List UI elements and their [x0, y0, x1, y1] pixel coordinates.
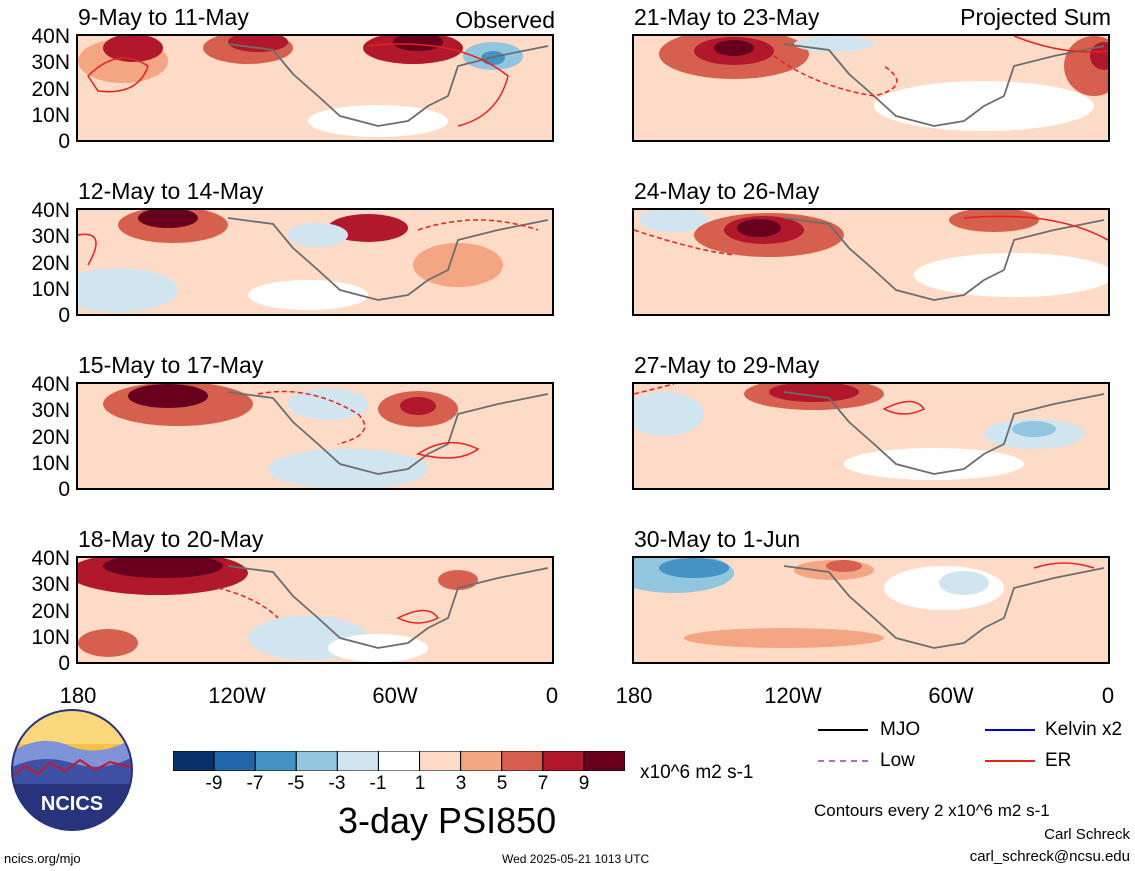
lon-label-120w: 120W — [208, 683, 266, 708]
lat-label-0: 0 — [58, 304, 70, 327]
lat-label-20n: 20N — [31, 252, 70, 275]
contour-note: Contours every 2 x10^6 m2 s-1 — [814, 801, 1050, 820]
panel-title-3: 15-May to 17-May — [78, 352, 264, 378]
colorbar-label-7: 7 — [537, 773, 549, 794]
logo-text: NCICS — [41, 793, 103, 815]
colorbar-label-5: 5 — [496, 773, 508, 794]
legend-line-mjo — [818, 729, 868, 731]
lon-label-180: 180 — [615, 683, 653, 708]
lat-label-20n: 20N — [31, 600, 70, 623]
legend-label-low: Low — [880, 750, 915, 771]
lon-label-120w: 120W — [764, 683, 822, 708]
map-panel-5 — [632, 34, 1110, 142]
lon-label-60w: 60W — [372, 683, 418, 708]
lat-label-10n: 10N — [31, 452, 70, 475]
legend-line-low — [818, 760, 868, 762]
lon-label-60w: 60W — [928, 683, 974, 708]
colorbar-label-neg1: -1 — [369, 773, 387, 794]
footer-url: ncics.org/mjo — [4, 851, 81, 866]
map-panel-4 — [76, 556, 554, 664]
colorbar-label-9: 9 — [578, 773, 590, 794]
map-panel-2 — [76, 208, 554, 316]
colorbar-swatch — [336, 750, 379, 772]
colorbar-swatch — [295, 750, 338, 772]
lat-label-30n: 30N — [31, 225, 70, 248]
colorbar-label-neg3: -3 — [328, 773, 346, 794]
lat-label-0: 0 — [58, 478, 70, 501]
lat-label-30n: 30N — [31, 573, 70, 596]
panel-title-5: 21-May to 23-May — [634, 4, 820, 30]
panel-title-7: 27-May to 29-May — [634, 352, 820, 378]
panel-title-2: 12-May to 14-May — [78, 178, 264, 204]
observed-label: Observed — [455, 7, 555, 33]
colorbar-swatch — [213, 750, 256, 772]
colorbar-swatch — [542, 750, 585, 772]
lat-label-40n: 40N — [31, 199, 70, 222]
panel-title-8: 30-May to 1-Jun — [634, 526, 801, 552]
lat-label-20n: 20N — [31, 426, 70, 449]
projected-label: Projected Sum — [960, 4, 1111, 30]
lon-label-0: 0 — [1101, 683, 1115, 708]
colorbar-swatch — [377, 750, 421, 772]
map-panel-1 — [76, 34, 554, 142]
credit-name: Carl Schreck — [1044, 826, 1130, 843]
map-panel-8 — [632, 556, 1110, 664]
lat-label-0: 0 — [58, 130, 70, 153]
colorbar-label-neg9: -9 — [205, 773, 223, 794]
lat-label-30n: 30N — [31, 399, 70, 422]
map-panel-3 — [76, 382, 554, 490]
legend-line-er — [985, 760, 1035, 762]
lat-label-10n: 10N — [31, 626, 70, 649]
colorbar-swatch — [172, 750, 215, 772]
ncics-logo: NCICS — [10, 708, 134, 832]
colorbar-swatch — [419, 750, 462, 772]
legend-label-mjo: MJO — [880, 719, 921, 740]
colorbar-label-neg7: -7 — [246, 773, 264, 794]
lat-label-0: 0 — [58, 652, 70, 675]
colorbar-swatch — [254, 750, 297, 772]
colorbar-label-neg5: -5 — [287, 773, 305, 794]
panel-title-4: 18-May to 20-May — [78, 526, 264, 552]
lon-label-180: 180 — [59, 683, 97, 708]
colorbar-swatch — [583, 750, 626, 772]
lat-label-10n: 10N — [31, 104, 70, 127]
colorbar-label-3: 3 — [455, 773, 467, 794]
lat-label-40n: 40N — [31, 373, 70, 396]
colorbar-label-1: 1 — [414, 773, 426, 794]
footer-timestamp: Wed 2025-05-21 1013 UTC — [502, 852, 650, 866]
colorbar-swatch — [460, 750, 503, 772]
map-panel-7 — [632, 382, 1110, 490]
lat-label-40n: 40N — [31, 547, 70, 570]
colorbar-units: x10^6 m2 s-1 — [640, 762, 754, 783]
panel-title-1: 9-May to 11-May — [78, 4, 249, 30]
main-title: 3-day PSI850 — [338, 800, 557, 841]
lat-label-30n: 30N — [31, 51, 70, 74]
legend-label-kelvin: Kelvin x2 — [1045, 719, 1123, 740]
legend-line-kelvin — [985, 729, 1035, 731]
credit-email: carl_schreck@ncsu.edu — [969, 848, 1130, 865]
panel-title-6: 24-May to 26-May — [634, 178, 820, 204]
lon-label-0: 0 — [545, 683, 559, 708]
lat-label-10n: 10N — [31, 278, 70, 301]
colorbar — [172, 750, 626, 772]
lat-label-40n: 40N — [31, 25, 70, 48]
colorbar-swatch — [501, 750, 544, 772]
map-panel-6 — [632, 208, 1110, 316]
legend-label-er: ER — [1045, 750, 1072, 771]
lat-label-20n: 20N — [31, 78, 70, 101]
